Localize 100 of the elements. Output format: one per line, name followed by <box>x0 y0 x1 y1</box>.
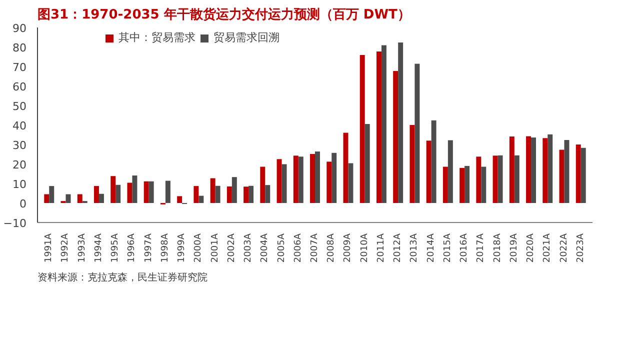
bar <box>98 194 104 203</box>
bar <box>376 51 382 203</box>
x-tick-label: 1994A <box>94 232 104 263</box>
bar <box>348 163 354 203</box>
bar <box>66 194 71 203</box>
bar <box>293 156 298 203</box>
x-tick-label: 2012A <box>393 232 404 263</box>
bar <box>132 176 138 203</box>
y-tick-label: 70 <box>12 61 27 74</box>
legend-label: 贸易需求回溯 <box>214 30 280 45</box>
x-tick-label: 1996A <box>127 232 138 263</box>
bar <box>165 180 170 203</box>
x-tick-label: 1998A <box>160 232 170 263</box>
y-tick-label: −10 <box>3 217 27 230</box>
bar <box>177 196 182 203</box>
x-tick-label: 2018A <box>492 232 503 263</box>
x-tick-label: 2008A <box>326 232 337 263</box>
bar <box>542 138 548 203</box>
bar <box>509 136 514 203</box>
x-tick-label: 1992A <box>60 232 71 263</box>
bar <box>580 148 586 203</box>
y-tick-label: 90 <box>12 22 27 35</box>
bar <box>144 181 149 203</box>
bar <box>77 194 82 203</box>
bar <box>116 184 121 203</box>
bar <box>248 186 254 203</box>
x-tick-label: 2015A <box>442 232 453 263</box>
x-tick-label: 1997A <box>144 232 154 263</box>
x-tick-label: 1993A <box>77 232 88 263</box>
bar <box>393 70 398 203</box>
bar <box>492 156 498 203</box>
x-tick-label: 2020A <box>526 232 536 263</box>
bar <box>414 64 420 203</box>
x-tick-label: 2017A <box>476 232 486 263</box>
bar <box>148 181 154 203</box>
x-tick-label: 2002A <box>226 232 237 263</box>
x-tick-label: 2014A <box>426 232 436 263</box>
y-tick-label: 20 <box>12 158 27 172</box>
x-tick-label: 2023A <box>576 232 586 263</box>
legend-label: 其中：贸易需求 <box>118 30 196 45</box>
x-tick-label: 2013A <box>410 232 420 263</box>
bar <box>326 162 332 203</box>
bar <box>194 186 199 203</box>
y-tick-label: 40 <box>12 120 27 132</box>
y-tick-label: 10 <box>12 178 27 191</box>
x-tick-label: 2009A <box>343 232 354 263</box>
bar <box>576 144 581 203</box>
bar <box>215 186 220 203</box>
bar <box>282 164 287 203</box>
bar <box>332 152 337 203</box>
bar <box>398 42 404 203</box>
bar <box>265 185 270 203</box>
x-tick-label: 2021A <box>542 232 553 263</box>
y-tick-label: 60 <box>12 80 27 94</box>
bar <box>514 155 520 203</box>
bar <box>226 186 232 203</box>
bar <box>276 159 282 203</box>
bar <box>210 178 216 203</box>
text: 资料来源：克拉克森，民生证券研究院 <box>38 272 208 284</box>
bar <box>476 156 482 203</box>
bar <box>364 124 370 203</box>
bar <box>127 182 132 203</box>
bar <box>498 155 503 203</box>
x-tick-label: 2006A <box>293 232 304 263</box>
chart-title: 图31：1970-2035 年干散货运力交付运力预测（百万 DWT） <box>38 6 410 22</box>
x-tick-label: 2019A <box>509 232 520 263</box>
x-tick-label: 1999A <box>177 232 188 263</box>
bar <box>448 140 453 203</box>
bar <box>410 125 415 203</box>
bar <box>315 152 320 203</box>
x-tick-label: 2000A <box>194 232 204 263</box>
x-tick-label: 2010A <box>360 232 370 263</box>
y-tick-label: 50 <box>12 100 27 113</box>
bar <box>381 45 386 203</box>
x-tick-label: 1991A <box>44 232 54 263</box>
bar <box>442 166 448 203</box>
bar <box>564 140 570 203</box>
bar <box>44 194 50 203</box>
y-tick-label: 80 <box>12 42 27 54</box>
x-tick-label: 2022A <box>559 232 570 263</box>
bar <box>244 186 249 203</box>
bar <box>360 54 365 203</box>
bar <box>464 166 470 203</box>
bar <box>49 186 54 203</box>
bar <box>260 166 266 203</box>
bar <box>310 154 315 203</box>
x-tick-label: 1995A <box>110 232 121 263</box>
x-tick-label: 2001A <box>210 232 220 263</box>
bar <box>232 177 237 203</box>
bar <box>559 150 564 203</box>
x-tick-label: 2011A <box>376 232 386 263</box>
bar <box>531 137 536 203</box>
bar <box>198 196 204 203</box>
bar <box>548 134 553 203</box>
bar <box>526 136 532 203</box>
bar <box>431 120 436 203</box>
x-tick-label: 2005A <box>276 232 287 263</box>
bar <box>298 156 304 203</box>
y-tick-label: 30 <box>12 139 27 152</box>
x-tick-label: 2004A <box>260 232 270 263</box>
